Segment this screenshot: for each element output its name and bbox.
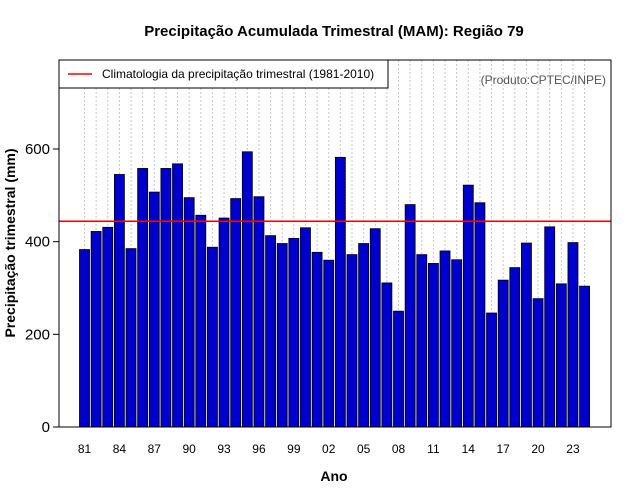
bar-2011 <box>427 263 439 428</box>
bar-2004 <box>346 254 358 428</box>
bar-1994 <box>230 198 242 428</box>
x-tick-label: 17 <box>497 442 511 456</box>
legend: Climatologia da precipitação trimestral … <box>58 59 389 89</box>
x-tick-label: 87 <box>148 442 162 456</box>
bar-1997 <box>265 235 276 428</box>
bar-1993 <box>218 217 230 428</box>
y-axis: 0 200 400 600 <box>25 141 59 436</box>
x-tick-label: 23 <box>566 442 580 456</box>
bar-2009 <box>404 204 416 428</box>
bar-1991 <box>195 214 207 428</box>
bar-2018 <box>509 267 521 428</box>
bar-2001 <box>311 251 323 428</box>
bar-1999 <box>288 238 300 428</box>
bars-group <box>79 151 590 428</box>
y-axis-label: Precipitação trimestral (mm) <box>2 148 18 337</box>
bar-2020 <box>532 298 544 428</box>
bar-1982 <box>90 231 102 428</box>
bar-1981 <box>79 249 90 428</box>
bar-1985 <box>125 248 137 428</box>
bar-1992 <box>207 246 218 428</box>
bar-1998 <box>276 243 288 428</box>
y-tick-label: 200 <box>25 326 50 343</box>
bar-1988 <box>160 168 172 428</box>
bar-2010 <box>416 254 428 428</box>
bar-2015 <box>474 202 486 428</box>
x-tick-label: 02 <box>322 442 336 456</box>
x-tick-label: 99 <box>287 442 301 456</box>
x-axis-label: Ano <box>320 468 347 484</box>
bar-1990 <box>183 197 195 428</box>
x-tick-label: 93 <box>217 442 231 456</box>
y-tick-label: 0 <box>42 419 50 436</box>
bar-1996 <box>253 196 265 428</box>
legend-label: Climatologia da precipitação trimestral … <box>102 67 374 81</box>
bar-1995 <box>241 151 253 428</box>
bar-2022 <box>555 283 567 428</box>
x-tick-label: 96 <box>252 442 266 456</box>
x-tick-label: 08 <box>392 442 406 456</box>
bar-2006 <box>369 228 381 428</box>
x-tick-label: 14 <box>462 442 476 456</box>
bar-2024 <box>579 285 590 428</box>
bar-2023 <box>567 242 579 428</box>
bar-2019 <box>521 242 532 428</box>
x-tick-label: 05 <box>357 442 371 456</box>
x-tick-label: 84 <box>113 442 127 456</box>
bar-2016 <box>486 312 497 428</box>
x-tick-label: 90 <box>182 442 196 456</box>
bar-2021 <box>544 226 556 428</box>
bar-2003 <box>334 156 346 428</box>
bar-1989 <box>172 163 183 428</box>
bar-1984 <box>113 174 125 428</box>
bar-2000 <box>300 227 311 428</box>
chart-title: Precipitação Acumulada Trimestral (MAM):… <box>144 23 524 40</box>
x-axis: 81 84 87 90 93 96 99 02 05 08 11 14 17 20 23 <box>78 442 580 456</box>
legend-box <box>58 59 389 89</box>
bar-1987 <box>148 191 160 428</box>
bar-1983 <box>102 226 114 428</box>
x-tick-label: 20 <box>531 442 545 456</box>
bar-2005 <box>358 243 370 428</box>
y-tick-label: 600 <box>25 141 50 158</box>
bar-1986 <box>137 168 149 428</box>
bar-2007 <box>381 282 393 428</box>
bar-2008 <box>393 310 404 428</box>
bar-2002 <box>323 259 335 428</box>
bar-2012 <box>439 250 451 428</box>
y-tick-label: 400 <box>25 234 50 251</box>
bar-2013 <box>451 259 463 428</box>
x-tick-label: 11 <box>427 442 440 456</box>
credit-text: (Produto:CPTEC/INPE) <box>481 73 606 87</box>
bar-2017 <box>497 279 509 428</box>
x-tick-label: 81 <box>78 442 92 456</box>
